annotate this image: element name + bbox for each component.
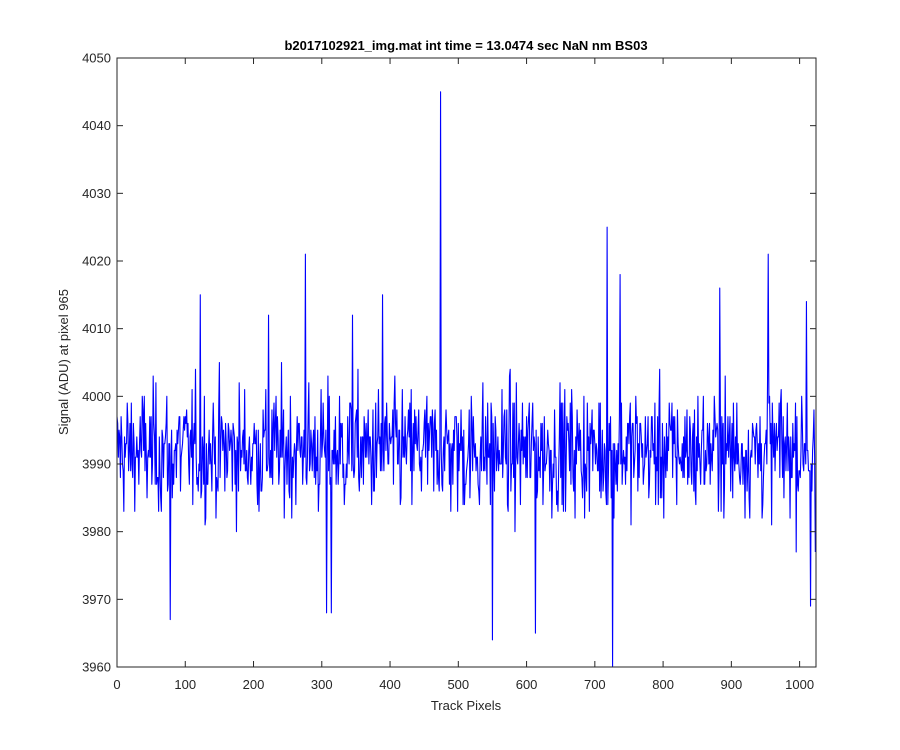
x-axis-ticks: 0 100 200 300 400 500 600 700 800 900 1000	[113, 58, 814, 692]
y-tick-label: 4010	[82, 321, 111, 336]
y-axis-ticks: 3960 3970 3980 3990 4000 4010 4020 4030 4040 4050	[82, 51, 816, 675]
x-tick-label: 700	[584, 677, 606, 692]
x-tick-label: 600	[516, 677, 538, 692]
plot-frame	[116, 57, 817, 668]
x-tick-label: 800	[652, 677, 674, 692]
plot-area	[116, 57, 817, 668]
y-axis-label: Signal (ADU) at pixel 965	[56, 289, 71, 435]
y-tick-label: 4030	[82, 186, 111, 201]
x-tick-label: 500	[447, 677, 469, 692]
y-tick-label: 4050	[82, 51, 111, 66]
signal-series-line	[117, 91, 816, 667]
x-tick-label: 1000	[785, 677, 814, 692]
x-axis-label: Track Pixels	[431, 698, 502, 713]
y-tick-label: 3990	[82, 457, 111, 472]
x-tick-label: 200	[243, 677, 265, 692]
y-tick-label: 4040	[82, 118, 111, 133]
y-tick-label: 3980	[82, 524, 111, 539]
chart-title: b2017102921_img.mat int time = 13.0474 s…	[284, 38, 647, 53]
x-tick-label: 100	[174, 677, 196, 692]
y-tick-label: 3970	[82, 592, 111, 607]
x-tick-label: 900	[721, 677, 743, 692]
y-tick-label: 4020	[82, 254, 111, 269]
x-tick-label: 400	[379, 677, 401, 692]
plot-background	[117, 58, 816, 667]
x-tick-label: 0	[113, 677, 120, 692]
x-tick-label: 300	[311, 677, 333, 692]
y-tick-label: 3960	[82, 660, 111, 675]
y-tick-label: 4000	[82, 389, 111, 404]
